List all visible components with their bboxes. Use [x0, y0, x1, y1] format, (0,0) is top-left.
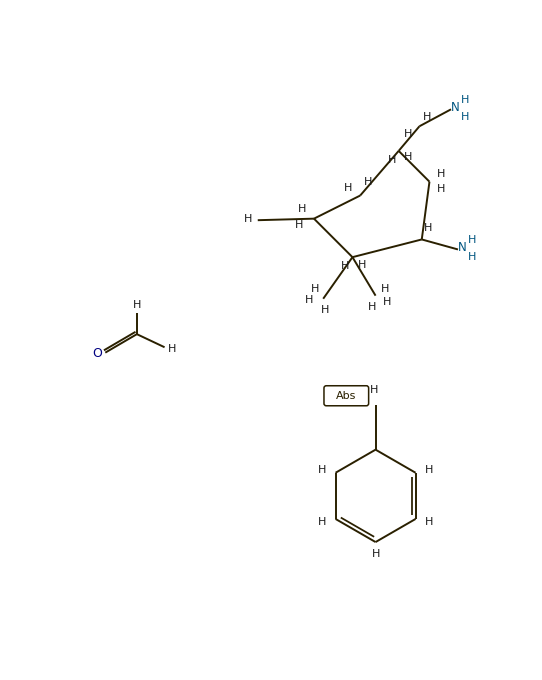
Text: H: H [461, 112, 469, 122]
Text: H: H [383, 297, 391, 307]
Text: H: H [133, 300, 141, 310]
Text: H: H [358, 260, 366, 270]
Text: H: H [404, 129, 412, 139]
Text: H: H [380, 284, 389, 294]
Text: H: H [168, 344, 177, 354]
Text: H: H [425, 464, 434, 475]
Text: N: N [457, 241, 466, 254]
Text: N: N [450, 101, 459, 114]
Text: H: H [298, 205, 307, 214]
Text: H: H [294, 220, 303, 230]
Text: H: H [305, 295, 313, 305]
Text: H: H [425, 517, 434, 527]
Text: H: H [318, 517, 326, 527]
Text: H: H [340, 261, 349, 271]
Text: H: H [364, 177, 372, 187]
Text: H: H [367, 302, 376, 312]
Text: H: H [424, 223, 432, 233]
Text: H: H [388, 155, 397, 165]
Text: Abs: Abs [336, 391, 357, 401]
Text: H: H [437, 184, 445, 194]
Text: O: O [93, 347, 102, 360]
Text: H: H [371, 549, 380, 560]
Text: H: H [344, 183, 352, 193]
Text: H: H [311, 284, 320, 294]
Text: H: H [437, 169, 445, 179]
Text: H: H [423, 112, 431, 122]
Text: H: H [244, 214, 253, 224]
Text: H: H [318, 464, 326, 475]
Text: H: H [404, 152, 412, 162]
FancyBboxPatch shape [324, 386, 369, 406]
Text: H: H [320, 305, 329, 316]
Text: H: H [468, 235, 476, 245]
Text: H: H [468, 252, 476, 262]
Text: H: H [461, 95, 469, 105]
Text: H: H [370, 385, 378, 394]
